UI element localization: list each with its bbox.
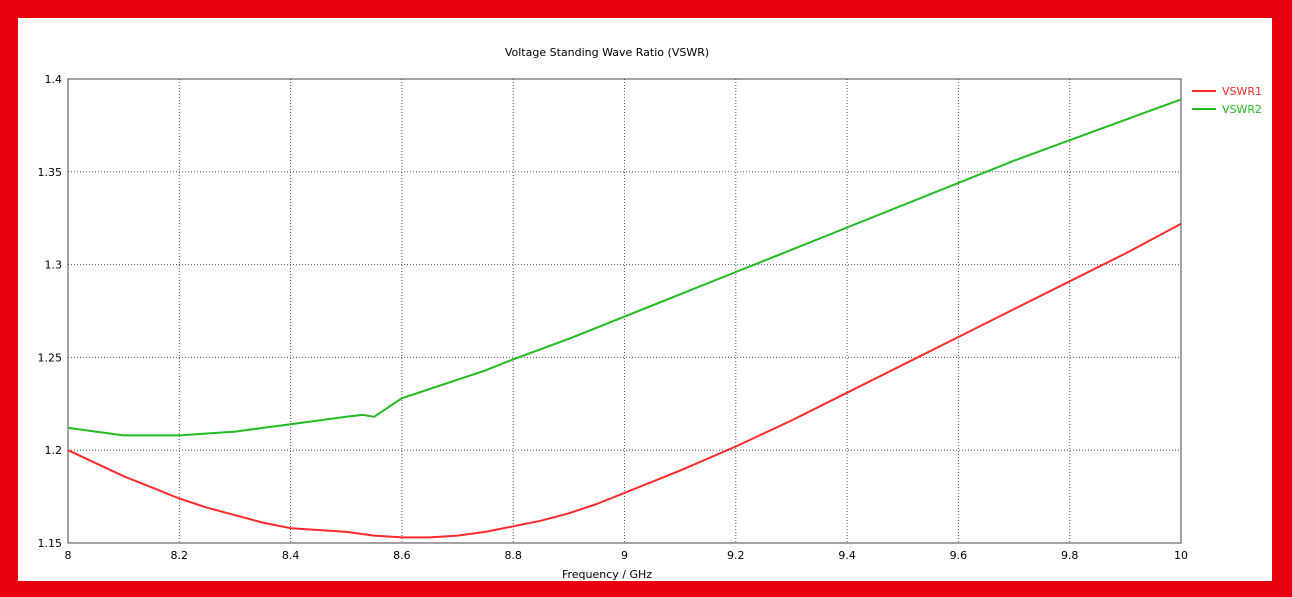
x-tick-label: 8 xyxy=(65,549,72,562)
chart-frame: Voltage Standing Wave Ratio (VSWR) 8 8.2 8… xyxy=(18,18,1272,581)
x-axis-ticks: 8 8.2 8.4 8.6 8.8 9 9.2 9.4 9.6 9.8 10 xyxy=(65,549,1189,562)
x-tick-label: 10 xyxy=(1174,549,1188,562)
x-tick-label: 8.6 xyxy=(393,549,411,562)
series-line-vswr1 xyxy=(67,222,1182,539)
legend-label-vswr2: VSWR2 xyxy=(1222,103,1262,116)
vswr-chart: Voltage Standing Wave Ratio (VSWR) 8 8.2 8… xyxy=(38,46,1263,581)
series-line-vswr2 xyxy=(67,98,1182,437)
y-tick-label: 1.35 xyxy=(38,166,63,179)
legend: VSWR1 VSWR2 xyxy=(1192,85,1262,116)
x-tick-label: 9.8 xyxy=(1061,549,1079,562)
series xyxy=(67,98,1182,539)
y-axis-ticks: 1.15 1.2 1.25 1.3 1.35 1.4 xyxy=(38,73,63,550)
x-tick-label: 9.2 xyxy=(727,549,745,562)
x-tick-label: 9.4 xyxy=(838,549,856,562)
x-tick-label: 8.4 xyxy=(282,549,300,562)
grid xyxy=(68,79,1181,543)
x-axis-label: Frequency / GHz xyxy=(562,568,652,581)
legend-label-vswr1: VSWR1 xyxy=(1222,85,1262,98)
x-tick-label: 8.2 xyxy=(171,549,189,562)
x-tick-label: 9.6 xyxy=(950,549,968,562)
y-tick-label: 1.15 xyxy=(38,537,63,550)
plot-area-border xyxy=(67,78,1182,544)
y-tick-label: 1.4 xyxy=(45,73,63,86)
x-tick-label: 8.8 xyxy=(504,549,522,562)
x-tick-label: 9 xyxy=(621,549,628,562)
chart-title: Voltage Standing Wave Ratio (VSWR) xyxy=(505,46,709,59)
y-tick-label: 1.25 xyxy=(38,351,63,364)
y-tick-label: 1.2 xyxy=(45,444,63,457)
y-tick-label: 1.3 xyxy=(45,259,63,272)
